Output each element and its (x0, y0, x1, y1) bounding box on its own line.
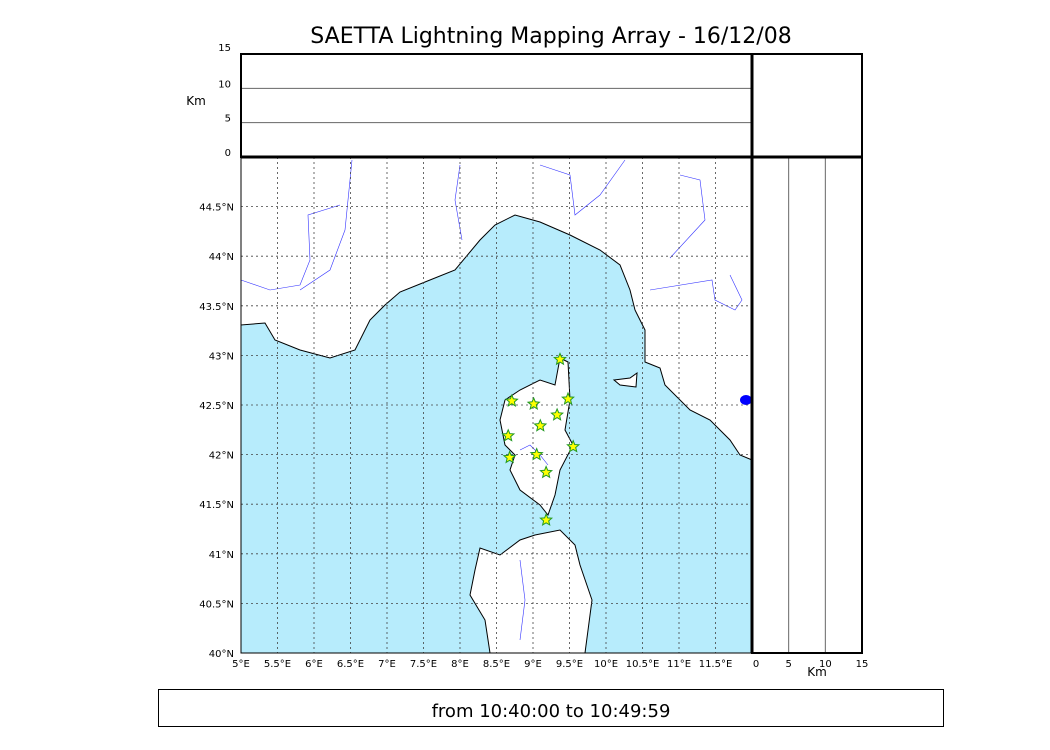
lon-tick-label: 8°E (451, 659, 469, 670)
altitude-tick-label: 10 (218, 79, 231, 90)
lightning-source-marker (529, 447, 544, 461)
lat-tick-label: 43°N (209, 351, 234, 362)
altitude-tick-label: 5 (225, 114, 231, 125)
lon-tick-label: 11°E (667, 659, 691, 670)
chart-title: SAETTA Lightning Mapping Array - 16/12/0… (310, 24, 792, 49)
lightning-source-marker (561, 391, 575, 405)
side-panel-frame (751, 156, 863, 654)
lightning-source-marker (533, 418, 548, 432)
river (649, 274, 743, 311)
river (539, 159, 626, 216)
lightning-source-marker (539, 512, 554, 526)
side-tick-label: 15 (856, 659, 869, 670)
side-tick-label: 0 (753, 659, 759, 670)
lon-tick-label: 11.5°E (699, 659, 733, 670)
lightning-source-marker (553, 352, 567, 366)
lat-tick-label: 44°N (209, 252, 234, 263)
lon-tick-label: 7°E (378, 659, 396, 670)
mainland (240, 156, 753, 461)
altitude-tick-label: 15 (218, 43, 231, 54)
lat-tick-label: 41.5°N (199, 500, 234, 511)
lat-tick-label: 44.5°N (199, 203, 234, 214)
lightning-source-marker (550, 407, 565, 421)
lat-tick-label: 42°N (209, 451, 234, 462)
river (519, 559, 526, 641)
side-axis-label: Km (807, 665, 827, 679)
lightning-source-marker (566, 439, 581, 453)
lightning-source-marker (539, 465, 554, 479)
lake (740, 395, 752, 405)
altitude-panel-frame (240, 53, 863, 158)
lat-tick-label: 42.5°N (199, 401, 234, 412)
river (240, 204, 341, 291)
altitude-tick-label: 0 (225, 148, 231, 159)
lon-tick-label: 9.5°E (556, 659, 583, 670)
elba-island (612, 371, 638, 388)
lat-tick-label: 41°N (209, 550, 234, 561)
lightning-source-marker (526, 396, 541, 410)
side-tick-label: 10 (819, 659, 832, 670)
lon-tick-label: 10°E (594, 659, 618, 670)
lightning-source-marker (504, 393, 519, 407)
lon-tick-label: 7.5°E (410, 659, 437, 670)
lon-tick-label: 10.5°E (626, 659, 660, 670)
lon-tick-label: 6°E (305, 659, 323, 670)
lat-tick-label: 40.5°N (199, 599, 234, 610)
lightning-source-marker (502, 450, 517, 464)
time-range-label: from 10:40:00 to 10:49:59 (158, 689, 944, 727)
lightning-source-marker (501, 428, 516, 442)
lon-tick-label: 8.5°E (483, 659, 510, 670)
corsica (499, 357, 574, 517)
lon-tick-label: 5°E (232, 659, 250, 670)
lat-tick-label: 43.5°N (199, 302, 234, 313)
river (669, 174, 706, 259)
river (454, 164, 463, 241)
side-tick-label: 5 (785, 659, 791, 670)
lon-tick-label: 6.5°E (337, 659, 364, 670)
lon-tick-label: 5.5°E (264, 659, 291, 670)
river (519, 444, 549, 466)
altitude-axis-label: Km (186, 94, 206, 108)
river (299, 159, 353, 291)
lon-tick-label: 9°E (524, 659, 542, 670)
lat-tick-label: 40°N (209, 649, 234, 660)
